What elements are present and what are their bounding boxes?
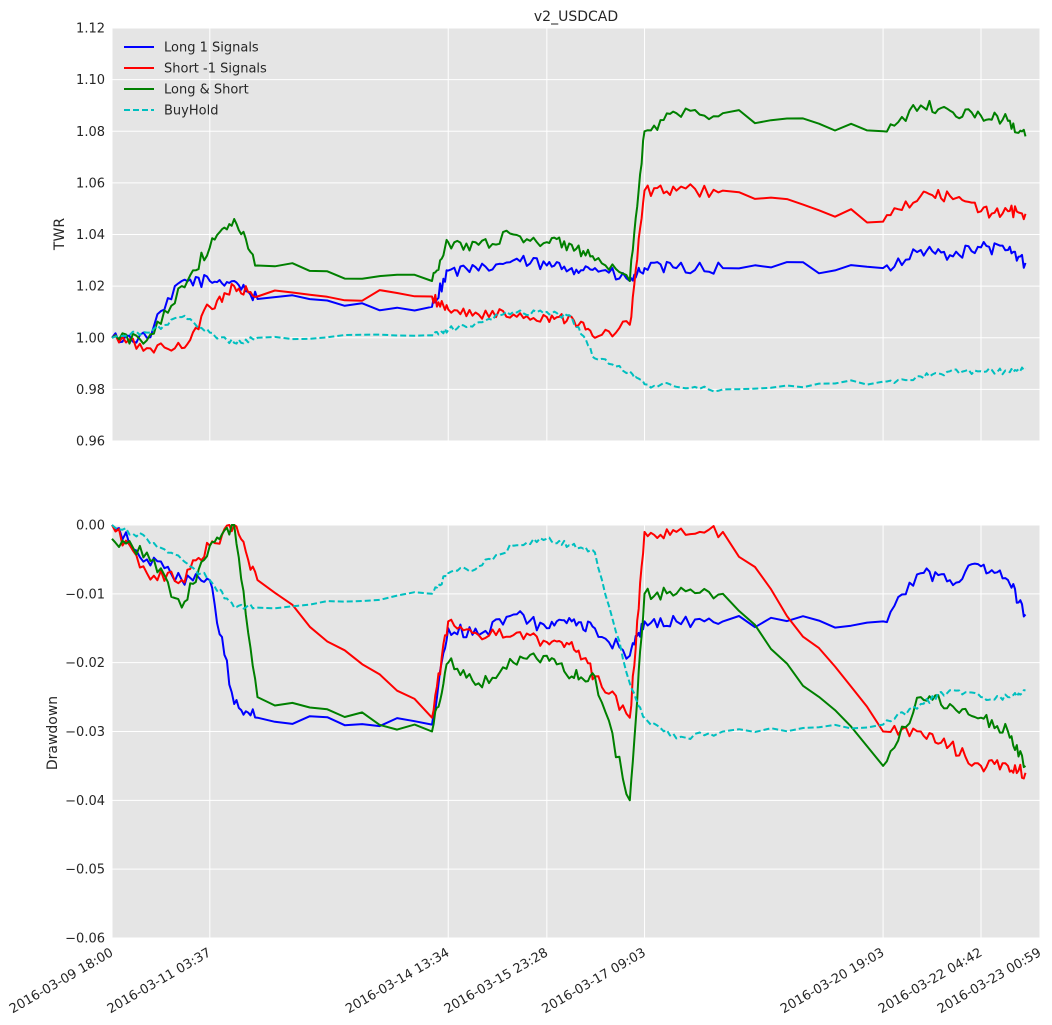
twr-y-tick-label: 1.08 xyxy=(76,125,105,140)
twr-y-tick-label: 1.10 xyxy=(76,73,105,88)
drawdown-y-tick-label: −0.01 xyxy=(65,587,105,602)
twr-y-tick-labels: 0.96 0.98 1.00 1.02 1.04 1.06 1.08 1.10 1.12 xyxy=(76,22,105,450)
drawdown-y-tick-label: −0.04 xyxy=(65,794,105,809)
drawdown-gridlines xyxy=(111,524,1041,939)
drawdown-panel: −0.06 −0.05 −0.04 −0.03 −0.02 −0.01 0.00 2016-… xyxy=(7,519,1044,1018)
twr-y-tick-label: 0.96 xyxy=(76,435,105,450)
legend-label-long-1-signals: Long 1 Signals xyxy=(164,41,259,56)
drawdown-series xyxy=(111,524,1027,802)
drawdown-y-tick-label: −0.03 xyxy=(65,725,105,740)
drawdown-line-buyhold xyxy=(111,524,1026,740)
twr-y-tick-label: 1.04 xyxy=(76,228,105,243)
twr-panel: 0.96 0.98 1.00 1.02 1.04 1.06 1.08 1.10 1.12 v2_… xyxy=(52,9,1041,450)
drawdown-y-tick-label: −0.05 xyxy=(65,863,105,878)
twr-y-tick-label: 0.98 xyxy=(76,383,105,398)
drawdown-y-tick-labels: −0.06 −0.05 −0.04 −0.03 −0.02 −0.01 0.00 xyxy=(65,519,105,947)
twr-y-tick-label: 1.12 xyxy=(76,22,105,37)
drawdown-y-tick-label: −0.02 xyxy=(65,656,105,671)
twr-series xyxy=(111,99,1027,393)
twr-y-axis-label: TWR xyxy=(52,218,68,251)
twr-y-tick-label: 1.06 xyxy=(76,176,105,191)
drawdown-line-long-short xyxy=(111,524,1027,802)
x-tick-label: 2016-03-17 09:03 xyxy=(540,945,649,1017)
x-tick-label: 2016-03-23 00:59 xyxy=(935,945,1044,1017)
x-tick-label: 2016-03-20 19:03 xyxy=(778,945,887,1017)
x-tick-label: 2016-03-09 18:00 xyxy=(7,945,116,1017)
legend: Long 1 Signals Short -1 Signals Long & Sho… xyxy=(124,41,267,119)
x-tick-label: 2016-03-22 04:42 xyxy=(876,945,985,1017)
twr-line-long-short xyxy=(111,99,1027,345)
x-tick-label: 2016-03-11 03:37 xyxy=(105,945,214,1017)
x-tick-label: 2016-03-15 23:28 xyxy=(442,945,551,1017)
twr-y-tick-label: 1.02 xyxy=(76,280,105,295)
drawdown-y-tick-label: 0.00 xyxy=(76,519,105,534)
legend-label-long-short: Long & Short xyxy=(164,83,249,98)
drawdown-y-axis-label: Drawdown xyxy=(45,696,61,770)
legend-label-short-1-signals: Short -1 Signals xyxy=(164,62,267,77)
x-tick-label: 2016-03-14 13:34 xyxy=(343,945,452,1017)
twr-line-short-1-signals xyxy=(111,183,1027,354)
twr-line-long-1-signals xyxy=(111,241,1027,344)
drawdown-y-tick-label: −0.06 xyxy=(65,932,105,947)
twr-line-buyhold xyxy=(111,309,1027,393)
drawdown-line-short-1-signals xyxy=(111,524,1027,780)
legend-label-buyhold: BuyHold xyxy=(164,104,218,119)
twr-y-tick-label: 1.00 xyxy=(76,331,105,346)
drawdown-line-long-1-signals xyxy=(111,524,1027,728)
chart-title: v2_USDCAD xyxy=(534,9,618,25)
